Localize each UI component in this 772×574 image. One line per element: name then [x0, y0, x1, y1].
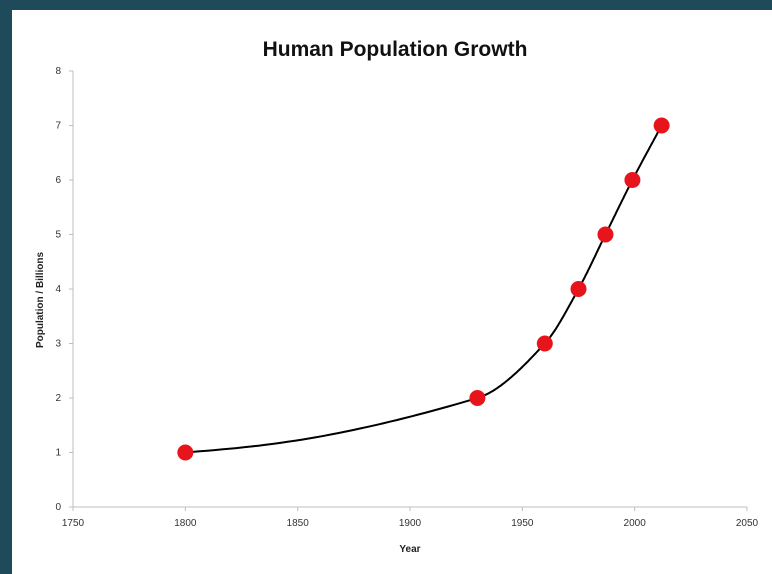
data-point — [177, 444, 194, 461]
y-tick-label: 2 — [55, 393, 61, 404]
data-point — [536, 335, 553, 352]
x-tick-label: 2000 — [624, 518, 647, 529]
data-point — [469, 390, 486, 406]
chart-title: Human Population Growth — [263, 38, 528, 61]
y-tick-label: 3 — [55, 339, 61, 350]
y-tick-label: 7 — [55, 121, 61, 132]
data-point — [653, 117, 670, 134]
y-tick-label: 1 — [55, 448, 61, 459]
x-tick-label: 1800 — [174, 518, 197, 529]
x-tick-label: 1950 — [511, 518, 534, 529]
trend-curve-layer — [185, 125, 663, 454]
y-tick-label: 6 — [55, 175, 61, 186]
data-point — [570, 281, 587, 297]
data-point — [624, 172, 641, 188]
y-tick-label: 8 — [55, 66, 61, 77]
x-axis-title: Year — [399, 544, 420, 555]
population-chart: Human Population Growth 1750 1800 1850 1900… — [35, 38, 759, 555]
x-tick-label: 1900 — [399, 518, 422, 529]
y-axis-title: Population / Billions — [35, 252, 46, 349]
x-tick-label: 1850 — [287, 518, 310, 529]
axes: 1750 1800 1850 1900 1950 2000 2050 0 1 2 3 4 5 6 7 8 — [55, 66, 758, 529]
data-points-layer — [177, 117, 670, 461]
chart-panel: Human Population Growth 1750 1800 1850 1900… — [12, 10, 772, 574]
y-tick-label: 4 — [55, 284, 61, 295]
y-tick-label: 5 — [55, 230, 61, 241]
x-tick-label: 2050 — [736, 518, 759, 529]
trend-curve — [185, 125, 663, 454]
x-tick-label: 1750 — [62, 518, 85, 529]
data-point — [597, 226, 614, 243]
y-tick-label: 0 — [55, 502, 61, 513]
